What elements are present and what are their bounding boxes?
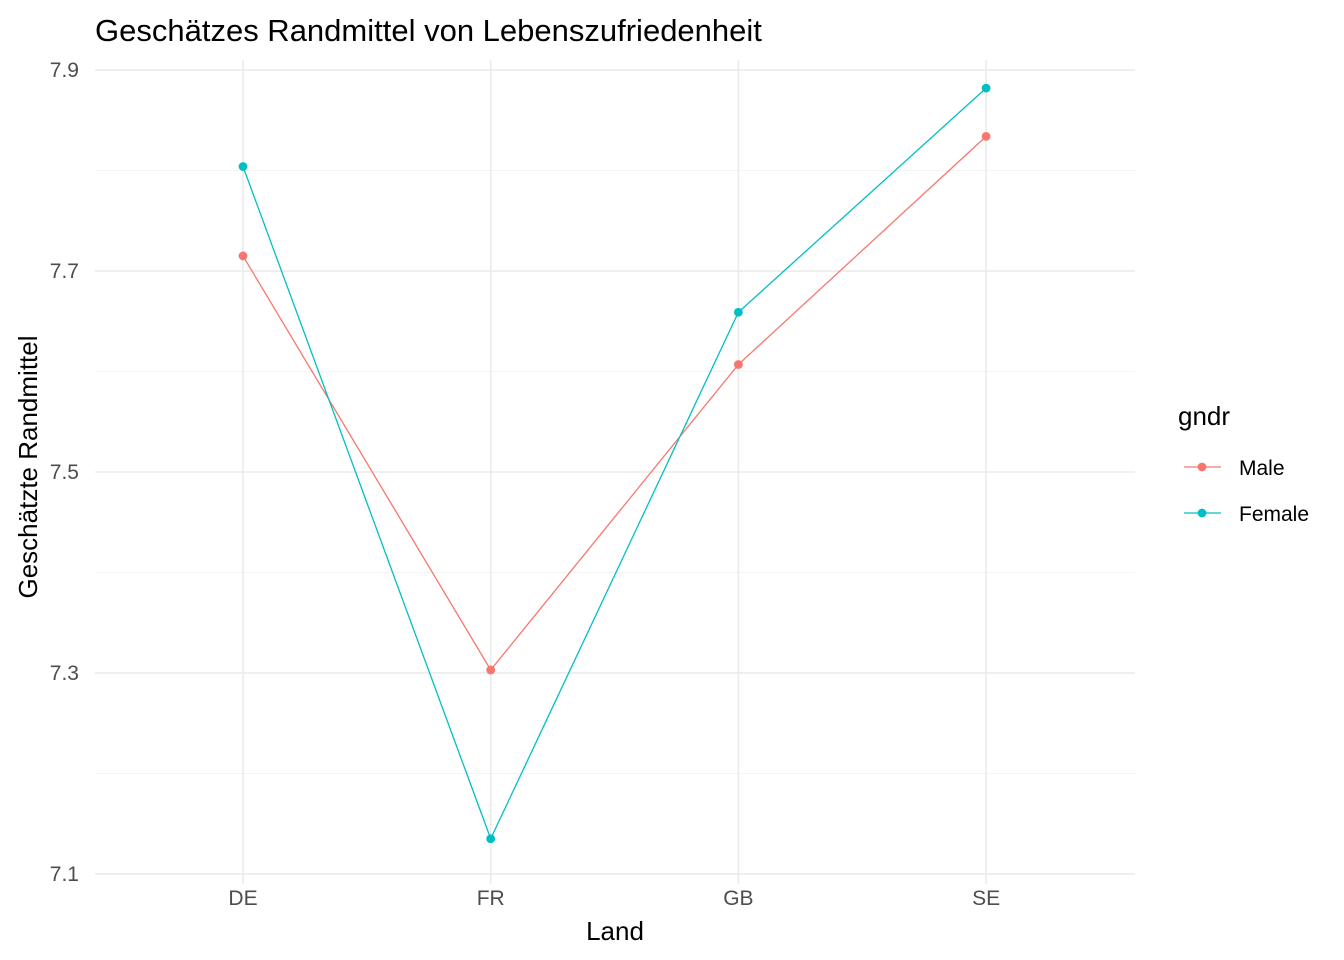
x-tick-label: DE [228,887,257,910]
series-male [238,131,991,675]
data-point [238,162,248,171]
x-tick-label: SE [972,887,1000,910]
series-line-segment [242,166,492,840]
data-point [981,131,991,141]
y-tick-label: 7.5 [50,461,79,484]
legend-key-point [1197,508,1207,518]
series-line-segment [242,255,492,671]
x-tick-label: FR [477,887,505,910]
series-line-segment [490,364,739,671]
legend-label: Female [1239,503,1309,526]
legend-title: gndr [1178,401,1230,431]
data-point [734,360,743,369]
x-axis-title: Land [586,916,644,946]
series-line-segment [737,87,987,313]
x-axis-tick-labels: DE FR GB SE [228,887,1000,910]
series-female [238,83,991,844]
y-tick-label: 7.1 [50,863,79,886]
x-tick-label: GB [723,887,753,910]
series-line-segment [490,311,739,840]
data-point [734,307,743,317]
legend: gndr Male Female [1178,401,1309,526]
chart-title: Geschätzes Randmittel von Lebenszufriede… [95,13,762,48]
data-point [981,83,991,93]
data-point [486,834,496,844]
major-gridlines [95,60,1135,884]
series-line-segment [737,135,987,365]
data-point [238,251,248,261]
series-layer [238,83,991,844]
y-axis-title: Geschätzte Randmittel [13,335,43,598]
y-axis-tick-labels: 7.1 7.3 7.5 7.7 7.9 [50,59,79,886]
legend-key-point [1197,462,1207,472]
data-point [486,665,496,675]
minor-gridlines [95,170,1135,774]
y-tick-label: 7.3 [50,662,79,685]
y-tick-label: 7.7 [50,260,79,283]
y-tick-label: 7.9 [50,59,79,82]
legend-label: Male [1239,457,1285,480]
legend-keys: Male Female [1184,457,1309,526]
